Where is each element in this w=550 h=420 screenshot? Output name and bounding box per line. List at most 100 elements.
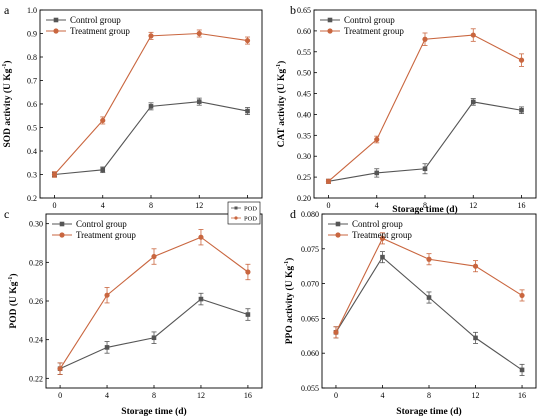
y-axis-label-sup: -1 xyxy=(8,277,14,282)
y-tick-label: 0.060 xyxy=(301,349,319,358)
x-tick-label: 12 xyxy=(195,201,203,210)
y-axis-label-sup: -1 xyxy=(2,64,8,69)
y-tick-label: 0.070 xyxy=(301,280,319,289)
y-tick-label: 0.4 xyxy=(27,147,37,156)
data-point-treatment xyxy=(519,292,525,299)
legend-label-treatment: Treatment group xyxy=(76,230,136,240)
y-tick-label: 0.45 xyxy=(297,90,311,99)
legend-label-control: Control group xyxy=(70,15,121,25)
y-axis-label-close: ) xyxy=(2,60,13,63)
x-tick-label: 4 xyxy=(375,201,379,210)
panel-b: b 0.20 0.25 0.30 0.35 0.40 0.45 0.50 0.55 0.60 0.6… xyxy=(276,3,537,215)
data-point-treatment xyxy=(426,256,432,262)
y-tick-label: 0.8 xyxy=(27,53,37,62)
data-point-treatment xyxy=(198,234,204,240)
legend-marker-treatment xyxy=(59,232,65,238)
data-point-control xyxy=(422,166,428,172)
data-point-treatment xyxy=(333,329,339,335)
legend-label-control: Control group xyxy=(352,219,403,229)
x-tick-label: 12 xyxy=(197,391,205,400)
series-line-control xyxy=(54,101,248,176)
x-tick-label: 8 xyxy=(423,201,427,210)
legend-marker-control xyxy=(327,17,333,23)
y-axis-label-sup: -1 xyxy=(284,261,290,266)
data-point-control xyxy=(519,107,524,113)
panel-letter: c xyxy=(4,207,9,221)
x-tick-label: 0 xyxy=(52,201,56,210)
x-tick-label: 0 xyxy=(334,391,338,400)
y-tick-label: 0.28 xyxy=(29,258,43,267)
y-tick-label: 0.40 xyxy=(297,110,311,119)
data-point-control xyxy=(196,99,202,104)
y-tick-label: 1.0 xyxy=(27,6,37,15)
y-axis-label-sup: -1 xyxy=(276,64,282,69)
panel-a: a0.20.30.40.50.60.70.80.91.00481216SOD a… xyxy=(2,3,263,210)
data-point-treatment xyxy=(472,263,479,269)
x-axis-label: Storage time (d) xyxy=(396,406,461,417)
legend-marker-treatment xyxy=(327,28,333,34)
extra-legend-marker xyxy=(234,206,238,210)
y-tick-label: 0.7 xyxy=(27,77,37,86)
legend-marker-control xyxy=(335,221,341,227)
data-point-treatment xyxy=(374,136,380,143)
x-axis-label: Storage time (d) xyxy=(392,204,457,215)
y-axis-label-text: POD (U Kg xyxy=(8,281,19,328)
y-tick-label: 0.25 xyxy=(297,173,311,182)
panel-letter: b xyxy=(290,3,296,17)
x-tick-label: 16 xyxy=(244,391,252,400)
x-axis-label: Storage time (d) xyxy=(121,406,186,417)
x-tick-label: 16 xyxy=(518,391,526,400)
legend-marker-control xyxy=(59,221,65,227)
legend-marker-treatment xyxy=(53,28,59,34)
data-point-control xyxy=(380,254,385,260)
data-point-control xyxy=(473,335,478,341)
y-tick-label: 0.055 xyxy=(301,384,319,393)
y-tick-label: 0.20 xyxy=(297,194,311,203)
legend-label-treatment: Treatment group xyxy=(70,26,130,36)
data-point-treatment xyxy=(379,235,386,241)
y-tick-label: 0.075 xyxy=(301,245,319,254)
legend-label-control: Control group xyxy=(76,219,127,229)
y-tick-label: 0.35 xyxy=(297,131,311,140)
x-tick-label: 8 xyxy=(149,201,153,210)
y-tick-label: 0.30 xyxy=(297,152,311,161)
y-axis-label-close: ) xyxy=(276,61,287,64)
data-point-treatment xyxy=(148,33,154,39)
y-axis-label-close: ) xyxy=(284,258,295,261)
y-axis-label-text: CAT activity (U Kg xyxy=(276,69,287,148)
y-tick-label: 0.50 xyxy=(297,69,311,78)
y-axis-label: CAT activity (U Kg-1) xyxy=(276,61,287,148)
y-tick-label: 0.5 xyxy=(27,124,37,133)
data-point-treatment xyxy=(57,366,63,372)
series-line-treatment xyxy=(335,237,523,333)
panel-letter: d xyxy=(290,207,296,221)
series-line-treatment xyxy=(328,34,522,182)
x-tick-label: 8 xyxy=(427,391,431,400)
data-point-control xyxy=(245,312,251,317)
y-tick-label: 0.080 xyxy=(301,210,319,219)
legend-label-treatment: Treatment group xyxy=(352,230,412,240)
x-tick-label: 12 xyxy=(472,391,480,400)
x-tick-label: 4 xyxy=(101,201,105,210)
data-point-treatment xyxy=(104,292,110,298)
data-point-control xyxy=(426,295,432,300)
data-point-treatment xyxy=(422,36,428,42)
y-tick-label: 0.22 xyxy=(29,374,43,383)
data-point-control xyxy=(104,345,110,350)
y-axis-label-close: ) xyxy=(8,273,19,276)
y-axis-label-text: PPO activity (U Kg xyxy=(284,266,295,345)
extra-legend-label: POD xyxy=(244,216,257,223)
y-tick-label: 0.6 xyxy=(27,100,37,109)
x-tick-label: 12 xyxy=(469,201,477,210)
data-point-treatment xyxy=(244,37,251,44)
extra-legend-marker xyxy=(234,216,238,220)
y-axis-label: SOD activity (U Kg-1) xyxy=(2,60,13,147)
data-point-treatment xyxy=(100,117,106,124)
data-point-control xyxy=(374,170,380,176)
x-tick-label: 4 xyxy=(105,391,109,400)
x-tick-label: 16 xyxy=(518,201,526,210)
data-point-treatment xyxy=(518,57,525,63)
legend-marker-control xyxy=(53,17,59,23)
legend-label-treatment: Treatment group xyxy=(344,26,404,36)
